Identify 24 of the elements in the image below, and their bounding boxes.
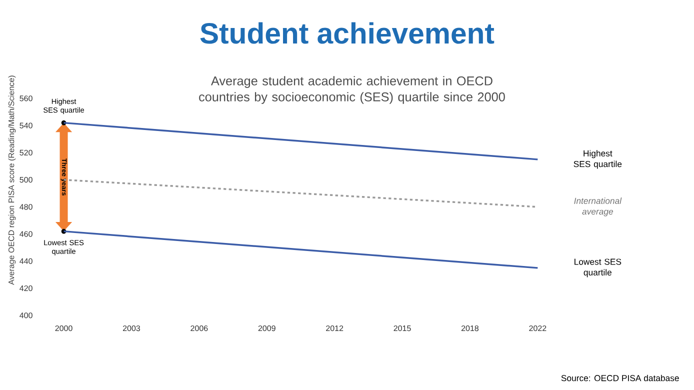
- chart-title: Student achievement: [200, 22, 494, 44]
- y-tick-label: 500: [20, 176, 32, 183]
- source-note: Source: OECD PISA database: [561, 374, 679, 382]
- chart-subtitle: Average student academic achievement in OECD countries by socioeconomic (SES) quartile since 2000: [199, 76, 505, 104]
- y-tick-label: 420: [20, 285, 32, 292]
- x-tick-label: 2022: [529, 325, 546, 332]
- text: International average: [574, 198, 622, 216]
- y-axis-title: Average OECD region PISA score (Reading/Math/Science): [8, 76, 16, 285]
- y-tick-label: 400: [20, 312, 32, 318]
- x-tick-label: 2009: [258, 325, 276, 332]
- y-tick-label: 480: [20, 204, 32, 210]
- x-tick-label: 2018: [461, 325, 479, 332]
- y-tick-label: 460: [20, 231, 32, 237]
- x-tick-label: 2006: [190, 325, 208, 332]
- text: Lowest SES quartile: [574, 258, 622, 278]
- x-tick-label: 2015: [394, 325, 411, 332]
- x-tick-label: 2012: [326, 325, 344, 332]
- y-tick-label: 560: [20, 96, 32, 102]
- x-tick-label: 2000: [55, 325, 72, 332]
- text: Highest SES quartile: [574, 150, 622, 169]
- y-tick-label: 520: [20, 150, 32, 156]
- y-tick-label: 440: [20, 258, 32, 264]
- y-tick-label: 540: [20, 122, 32, 128]
- x-tick-label: 2003: [122, 325, 140, 332]
